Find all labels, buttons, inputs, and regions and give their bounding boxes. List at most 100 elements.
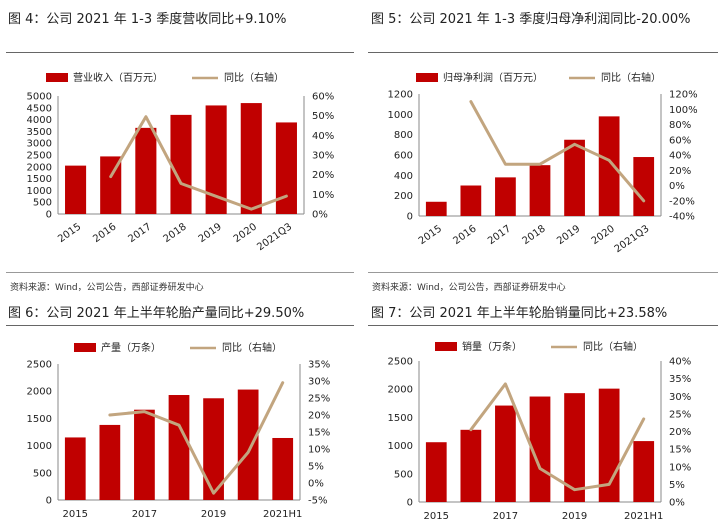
bar-2021H1	[633, 441, 655, 502]
y2-tick-label: 30%	[312, 151, 334, 162]
legend-bar-label: 销量（万条）	[462, 340, 522, 353]
legend-line-label: 同比（右轴）	[224, 71, 284, 84]
bar-2015	[425, 201, 447, 216]
x-tick-label: 2021H1	[263, 509, 302, 520]
x-tick-label: 2019	[197, 221, 224, 245]
bar-2021Q3	[275, 122, 297, 214]
source-note-fig4: 资料来源：Wind，公司公告，西部证券研发中心	[10, 283, 204, 293]
y2-tick-label: 35%	[669, 374, 691, 385]
yoy-line-series	[469, 382, 646, 492]
x-tick-label: 2021Q3	[613, 223, 652, 255]
legend-bar-swatch	[435, 342, 457, 351]
y-tick-label: 5000	[27, 92, 52, 103]
x-tick-label: 2015	[417, 223, 444, 247]
x-tick-label: 2021H1	[624, 511, 663, 522]
y2-tick-label: 35%	[308, 360, 330, 371]
y2-tick-label: 100%	[669, 105, 698, 116]
bar-2021Q3	[633, 157, 655, 216]
chart-fig5: 归母净利润（百万元） 同比（右轴） 0 200 400 600 800 1000 1200 -40…	[388, 71, 698, 255]
y-tick-label: 2000	[27, 162, 52, 173]
x-tick-label: 2020	[232, 221, 259, 245]
y-tick-label: 2000	[388, 385, 413, 396]
y-tick-label: 2500	[388, 357, 413, 368]
title-rule-fig5	[368, 52, 718, 53]
y2-tick-label: -40%	[669, 212, 695, 223]
bar-2015	[64, 437, 86, 500]
legend-bar-label: 营业收入（百万元）	[73, 71, 163, 84]
y2-tick-label: 25%	[669, 409, 691, 420]
y2-tick-label: 0%	[669, 181, 685, 192]
bar-2015	[425, 442, 447, 502]
y-tick-label: 0	[407, 212, 413, 223]
title-rule-fig6	[6, 325, 354, 326]
bar-2020	[240, 103, 262, 214]
x-tick-label: 2016	[451, 223, 478, 247]
y-tick-label: 1000	[27, 441, 52, 452]
x-tick-label: 2018	[162, 221, 189, 245]
y-tick-label: 3000	[27, 139, 52, 150]
yoy-line-series	[109, 115, 288, 211]
y2-tick-label: 0%	[308, 479, 324, 490]
y2-tick-label: 0%	[669, 498, 685, 509]
y-tick-label: 1200	[388, 90, 413, 101]
y2-tick-label: 20%	[308, 411, 330, 422]
y-tick-label: 1500	[27, 414, 52, 425]
y2-tick-label: 60%	[312, 92, 334, 103]
x-tick-label: 2015	[63, 509, 88, 520]
y-tick-label: 2500	[27, 360, 52, 371]
y2-tick-label: 120%	[669, 90, 698, 101]
bar-2017	[495, 177, 516, 216]
y-tick-label: 800	[394, 130, 413, 141]
x-tick-label: 2020	[590, 223, 617, 247]
chart-title-fig7: 图 7：公司 2021 年上半年轮胎销量同比+23.58%	[371, 306, 668, 321]
x-tick-label: 2019	[201, 509, 226, 520]
y2-tick-label: 30%	[308, 377, 330, 388]
source-rule-fig4	[6, 272, 354, 273]
y2-tick-label: 10%	[312, 190, 334, 201]
chart-title-fig6: 图 6：公司 2021 年上半年轮胎产量同比+29.50%	[8, 306, 305, 321]
y2-tick-label: 80%	[669, 120, 691, 131]
y-tick-label: 2500	[27, 151, 52, 162]
bar-2020	[237, 389, 259, 500]
bar-2018	[168, 395, 190, 500]
legend-line-label: 同比（右轴）	[583, 340, 643, 353]
y-tick-label: 600	[394, 151, 413, 162]
source-note-fig5: 资料来源：Wind，公司公告，西部证券研发中心	[372, 283, 566, 293]
y2-tick-label: 40%	[669, 151, 691, 162]
legend-bar-label: 产量（万条）	[101, 341, 161, 354]
y2-tick-label: 20%	[669, 427, 691, 438]
bar-2018	[529, 396, 551, 502]
y2-tick-label: -5%	[308, 496, 327, 507]
y-tick-label: 0	[46, 496, 52, 507]
y-tick-label: 1000	[388, 441, 413, 452]
y-tick-label: 500	[33, 198, 52, 209]
legend-bar-swatch	[46, 73, 68, 82]
y-tick-label: 1000	[388, 110, 413, 121]
legend-line-label: 同比（右轴）	[222, 341, 282, 354]
bar-2019	[203, 398, 224, 500]
y-tick-label: 500	[33, 468, 52, 479]
x-tick-label: 2019	[562, 511, 587, 522]
legend-bar-swatch	[416, 73, 438, 82]
bar-2017	[135, 127, 157, 214]
bar-2016	[99, 424, 121, 500]
x-tick-label: 2015	[424, 511, 449, 522]
bar-2016	[460, 185, 482, 216]
title-rule-fig4	[6, 52, 354, 53]
bar-2018	[529, 165, 551, 216]
x-tick-label: 2021Q3	[255, 221, 294, 253]
y-tick-label: 200	[394, 191, 413, 202]
y2-tick-label: 40%	[312, 131, 334, 142]
bar-2016	[460, 429, 482, 502]
y2-tick-label: 40%	[669, 357, 691, 368]
bar-2020	[598, 116, 620, 216]
y-tick-label: 4500	[27, 103, 52, 114]
yoy-line-series	[469, 100, 646, 203]
y-tick-label: 1500	[388, 413, 413, 424]
x-tick-label: 2017	[486, 223, 513, 247]
y2-tick-label: 5%	[669, 480, 685, 491]
bar-2017	[134, 409, 155, 500]
y2-tick-label: 25%	[308, 394, 330, 405]
x-tick-label: 2017	[132, 509, 157, 520]
x-tick-label: 2015	[56, 221, 83, 245]
